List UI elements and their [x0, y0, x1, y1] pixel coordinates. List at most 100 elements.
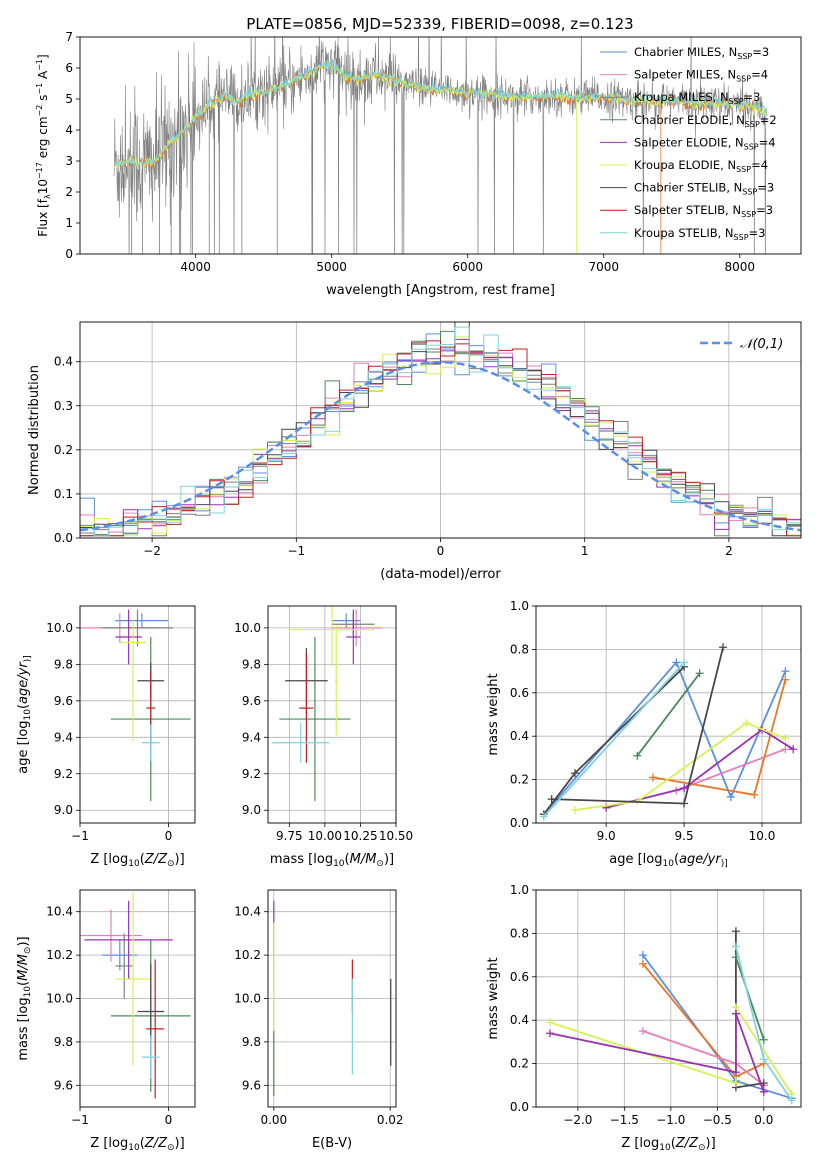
y-tick-label: 9.8: [242, 657, 261, 671]
y-tick-label: 9.2: [54, 767, 73, 781]
weight-point-marker: [731, 927, 740, 936]
x-axis-label-part: )]: [175, 852, 185, 867]
y-tick-label: 0.6: [510, 686, 529, 700]
x-axis-label: wavelength [Angstrom, rest frame]: [326, 283, 555, 298]
y-axis-label-part: age/yr: [16, 661, 31, 704]
y-axis-label-part: A: [36, 70, 50, 83]
weight-point-marker: [781, 667, 790, 676]
weight-point-marker: [680, 799, 689, 808]
weight-point-marker: [759, 1087, 768, 1096]
y-tick-label: 10.2: [234, 948, 261, 962]
panel-mass_vs_Z: −1 09.69.810.010.210.4Z [log10(Z/Z⊙)]mass…: [16, 889, 196, 1153]
y-axis-label: Flux [fλ10−17 erg cm−2 s−1 A−1]: [35, 54, 52, 236]
weight-point-marker: [731, 1068, 740, 1077]
weight-series-line: [543, 661, 685, 818]
x-tick-label: 9.0: [597, 829, 616, 843]
weight-series-line: [636, 672, 701, 757]
legend-label-part: Kroupa STELIB, N: [634, 226, 734, 240]
panel-mass_vs_EBV: 0.00 0.02 9.6 9.8 10.0 10.2 10.4 E(B-V): [234, 889, 404, 1151]
x-tick-label: 2: [725, 544, 733, 558]
weight-point-marker: [680, 784, 689, 793]
legend-label-part: =4: [751, 68, 768, 82]
legend-label: Salpeter MILES, NSSP=4: [634, 68, 768, 84]
y-axis-label-part: −17: [35, 162, 44, 179]
y-tick-label: 0.0: [54, 531, 73, 545]
x-axis-label-part: 10: [333, 859, 345, 869]
axes-frame: [535, 605, 802, 824]
weight-series-line: [735, 957, 765, 1040]
y-tick-label: 0.1: [54, 487, 73, 501]
x-tick-label: 0.00: [260, 1113, 287, 1127]
x-axis-label: (data-model)/error: [380, 567, 501, 582]
y-tick-label: 0.4: [54, 355, 73, 369]
y-axis-label-part: )]: [16, 936, 31, 946]
x-axis-label-part: ⊙: [698, 1143, 706, 1153]
y-tick-label: 10.0: [46, 621, 73, 635]
histogram-step: [80, 326, 801, 537]
y-axis-label-part: (: [16, 981, 31, 986]
axes-frame: [535, 889, 802, 1108]
y-tick-label: 1: [65, 216, 73, 230]
x-tick-label: 9.5: [675, 829, 694, 843]
axes-frame: [79, 321, 802, 539]
y-tick-label: 9.2: [242, 767, 261, 781]
axes-frame: [79, 36, 802, 255]
x-axis-label-part: 10: [659, 1143, 671, 1153]
y-axis-label-part: mass [log: [16, 997, 31, 1060]
legend-label-part: Chabrier ELODIE, N: [634, 113, 745, 127]
x-tick-label: 6000: [452, 260, 483, 274]
y-axis-label: mass weight: [486, 957, 501, 1039]
legend-label-part: Salpeter STELIB, N: [634, 203, 741, 217]
x-tick-label: −1.5: [610, 1113, 639, 1127]
y-tick-label: 0.2: [510, 773, 529, 787]
x-tick-label: 5000: [316, 260, 347, 274]
y-tick-label: 4: [65, 123, 73, 137]
y-tick-label: 9.8: [54, 657, 73, 671]
x-axis-label-part: Z [log: [621, 1136, 659, 1151]
weight-point-marker: [545, 1029, 554, 1038]
legend-label: Chabrier MILES, NSSP=3: [634, 45, 769, 61]
x-axis-label-part: )]: [706, 1136, 716, 1151]
y-tick-label: 0.6: [510, 970, 529, 984]
weight-point-marker: [781, 745, 790, 754]
y-axis-label-part: s: [36, 95, 50, 105]
y-tick-label: 0.4: [510, 729, 529, 743]
legend-label-part: SSP: [741, 210, 756, 219]
y-tick-label: 7: [65, 30, 73, 44]
x-axis-label-part: Z/Z: [144, 852, 168, 867]
y-axis-label: Normed distribution: [27, 365, 42, 495]
weight-point-marker: [781, 734, 790, 743]
legend-label-part: SSP: [742, 188, 757, 197]
legend-label-part: SSP: [736, 75, 751, 84]
axes-frame: [79, 605, 196, 824]
x-tick-label: −2: [143, 544, 161, 558]
weight-point-marker: [680, 658, 689, 667]
x-axis-label: mass [log10(M/M⊙)]: [270, 852, 394, 869]
y-tick-label: 0.8: [510, 642, 529, 656]
legend-label-part: =2: [760, 113, 777, 127]
y-tick-label: 10.0: [234, 992, 261, 1006]
y-tick-label: 1.0: [510, 883, 529, 897]
x-axis-label-part: )]: [175, 1136, 185, 1151]
y-tick-label: 5: [65, 92, 73, 106]
y-axis-label-part: 10: [23, 709, 33, 721]
x-axis-label-part: Z/Z: [675, 1136, 699, 1151]
y-axis-label-part: −1: [35, 83, 44, 95]
weight-point-marker: [759, 1055, 768, 1064]
panel-age_vs_mass: 9.75 10.00 10.25 10.50 9.0 9.2 9.4 9.6 9.8 10.0 ma…: [234, 605, 413, 869]
y-tick-label: 0.3: [54, 399, 73, 413]
gaussian-curve: [80, 360, 801, 532]
legend-label-part: =3: [756, 203, 773, 217]
weight-point-marker: [570, 805, 579, 814]
legend-label: Salpeter ELODIE, NSSP=4: [634, 135, 776, 151]
weight-point-marker: [638, 959, 647, 968]
weight-point-marker: [638, 951, 647, 960]
y-tick-label: 9.4: [54, 730, 73, 744]
legend-label: Chabrier STELIB, NSSP=3: [634, 181, 774, 197]
panel-residuals: −2 −1 0 1 2 0.0 0.1 0.2 0.3 0.4 (data-model)/error…: [27, 321, 802, 582]
weight-point-marker: [570, 769, 579, 778]
y-tick-label: 10.0: [46, 992, 73, 1006]
weight-point-marker: [731, 1079, 740, 1088]
x-tick-label: −1.0: [656, 1113, 685, 1127]
